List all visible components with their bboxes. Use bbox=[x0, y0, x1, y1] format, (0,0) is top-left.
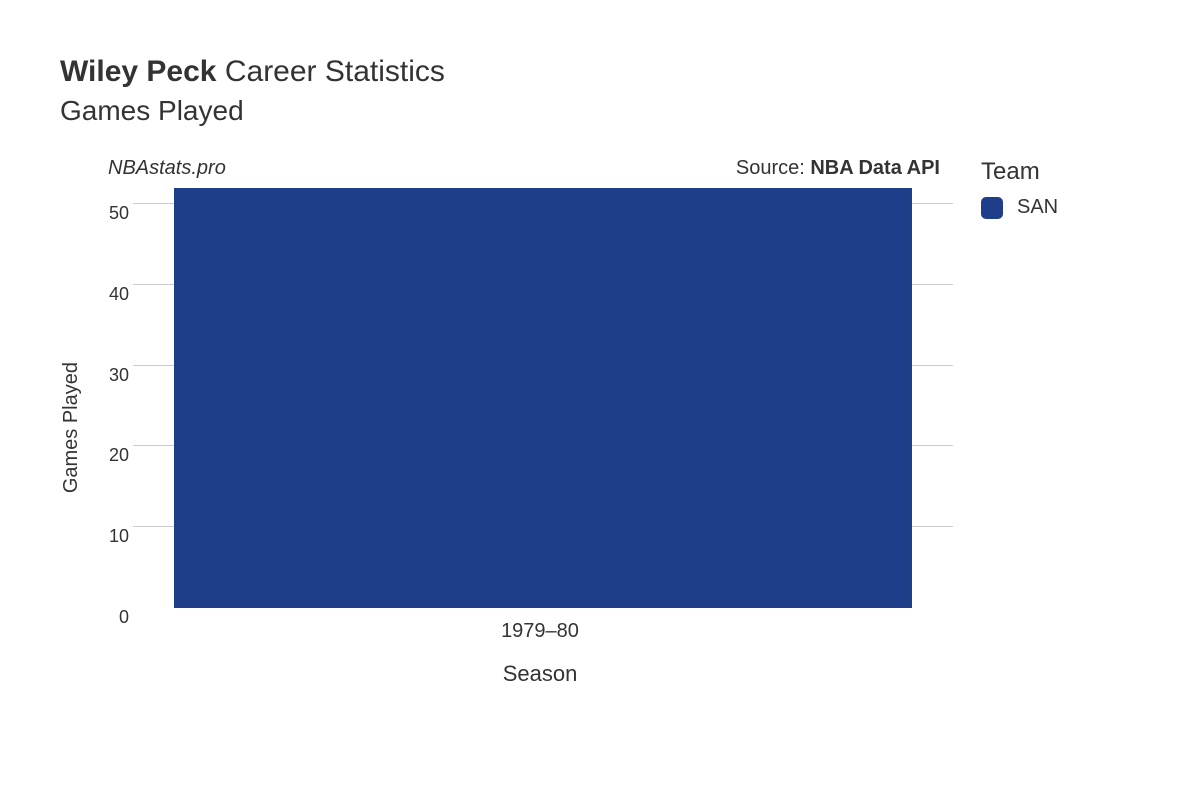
x-axis-ticks: 1979–80 bbox=[130, 620, 950, 643]
y-axis-ticks: 50403020100 bbox=[91, 188, 129, 608]
bar bbox=[174, 188, 912, 608]
watermark: NBAstats.pro bbox=[108, 157, 226, 180]
legend-swatch bbox=[981, 197, 1003, 219]
player-name: Wiley Peck bbox=[60, 55, 217, 88]
y-axis-label: Games Played bbox=[60, 302, 83, 493]
legend-item: SAN bbox=[981, 196, 1058, 219]
source-name: NBA Data API bbox=[810, 157, 940, 179]
chart-subtitle: Games Played bbox=[60, 95, 1140, 127]
legend: Team SAN bbox=[981, 158, 1058, 219]
x-axis-label: Season bbox=[130, 661, 950, 687]
legend-label: SAN bbox=[1017, 196, 1058, 219]
legend-title: Team bbox=[981, 158, 1058, 186]
plot-area bbox=[133, 188, 953, 608]
source-prefix: Source: bbox=[736, 157, 810, 179]
title-suffix: Career Statistics bbox=[225, 55, 445, 88]
chart-title: Wiley Peck Career Statistics bbox=[60, 55, 1140, 89]
x-tick-label: 1979–80 bbox=[130, 620, 950, 643]
source-attribution: Source: NBA Data API bbox=[736, 157, 940, 180]
